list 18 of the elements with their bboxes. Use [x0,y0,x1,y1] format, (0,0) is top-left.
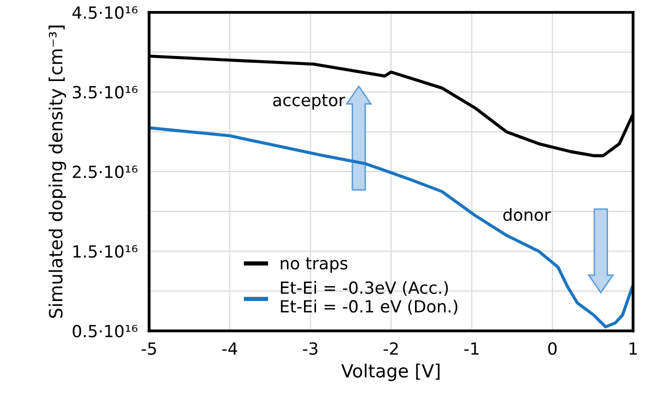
x-tick-label: -1 [464,342,479,355]
annotation: donor [503,208,551,222]
y-tick-label: 4.5·10¹⁶ [72,6,138,19]
x-tick-label: -5 [142,342,156,355]
y-tick-label: 0.5·10¹⁶ [72,324,138,338]
annotation: acceptor [273,94,346,110]
x-tick-label: -2 [384,342,398,355]
legend-label: Et-Ei = -0.3eV (Acc.) Et-Ei = -0.1 eV (Don.) [280,281,458,315]
legend-label: no traps [280,258,348,273]
x-tick-label: 0 [548,342,557,355]
y-axis-title: Simulated doping density [cm⁻³] [48,26,66,318]
y-tick-label: 3.5·10¹⁶ [72,86,138,99]
y-tick-label: 1.5·10¹⁶ [73,245,138,258]
x-axis-title: Voltage [V] [341,364,440,382]
y-tick-label: 2.5·10¹⁶ [72,166,138,178]
x-tick-label: -4 [222,342,238,355]
x-tick-label: -3 [302,342,318,355]
x-tick-label: 1 [630,342,637,355]
